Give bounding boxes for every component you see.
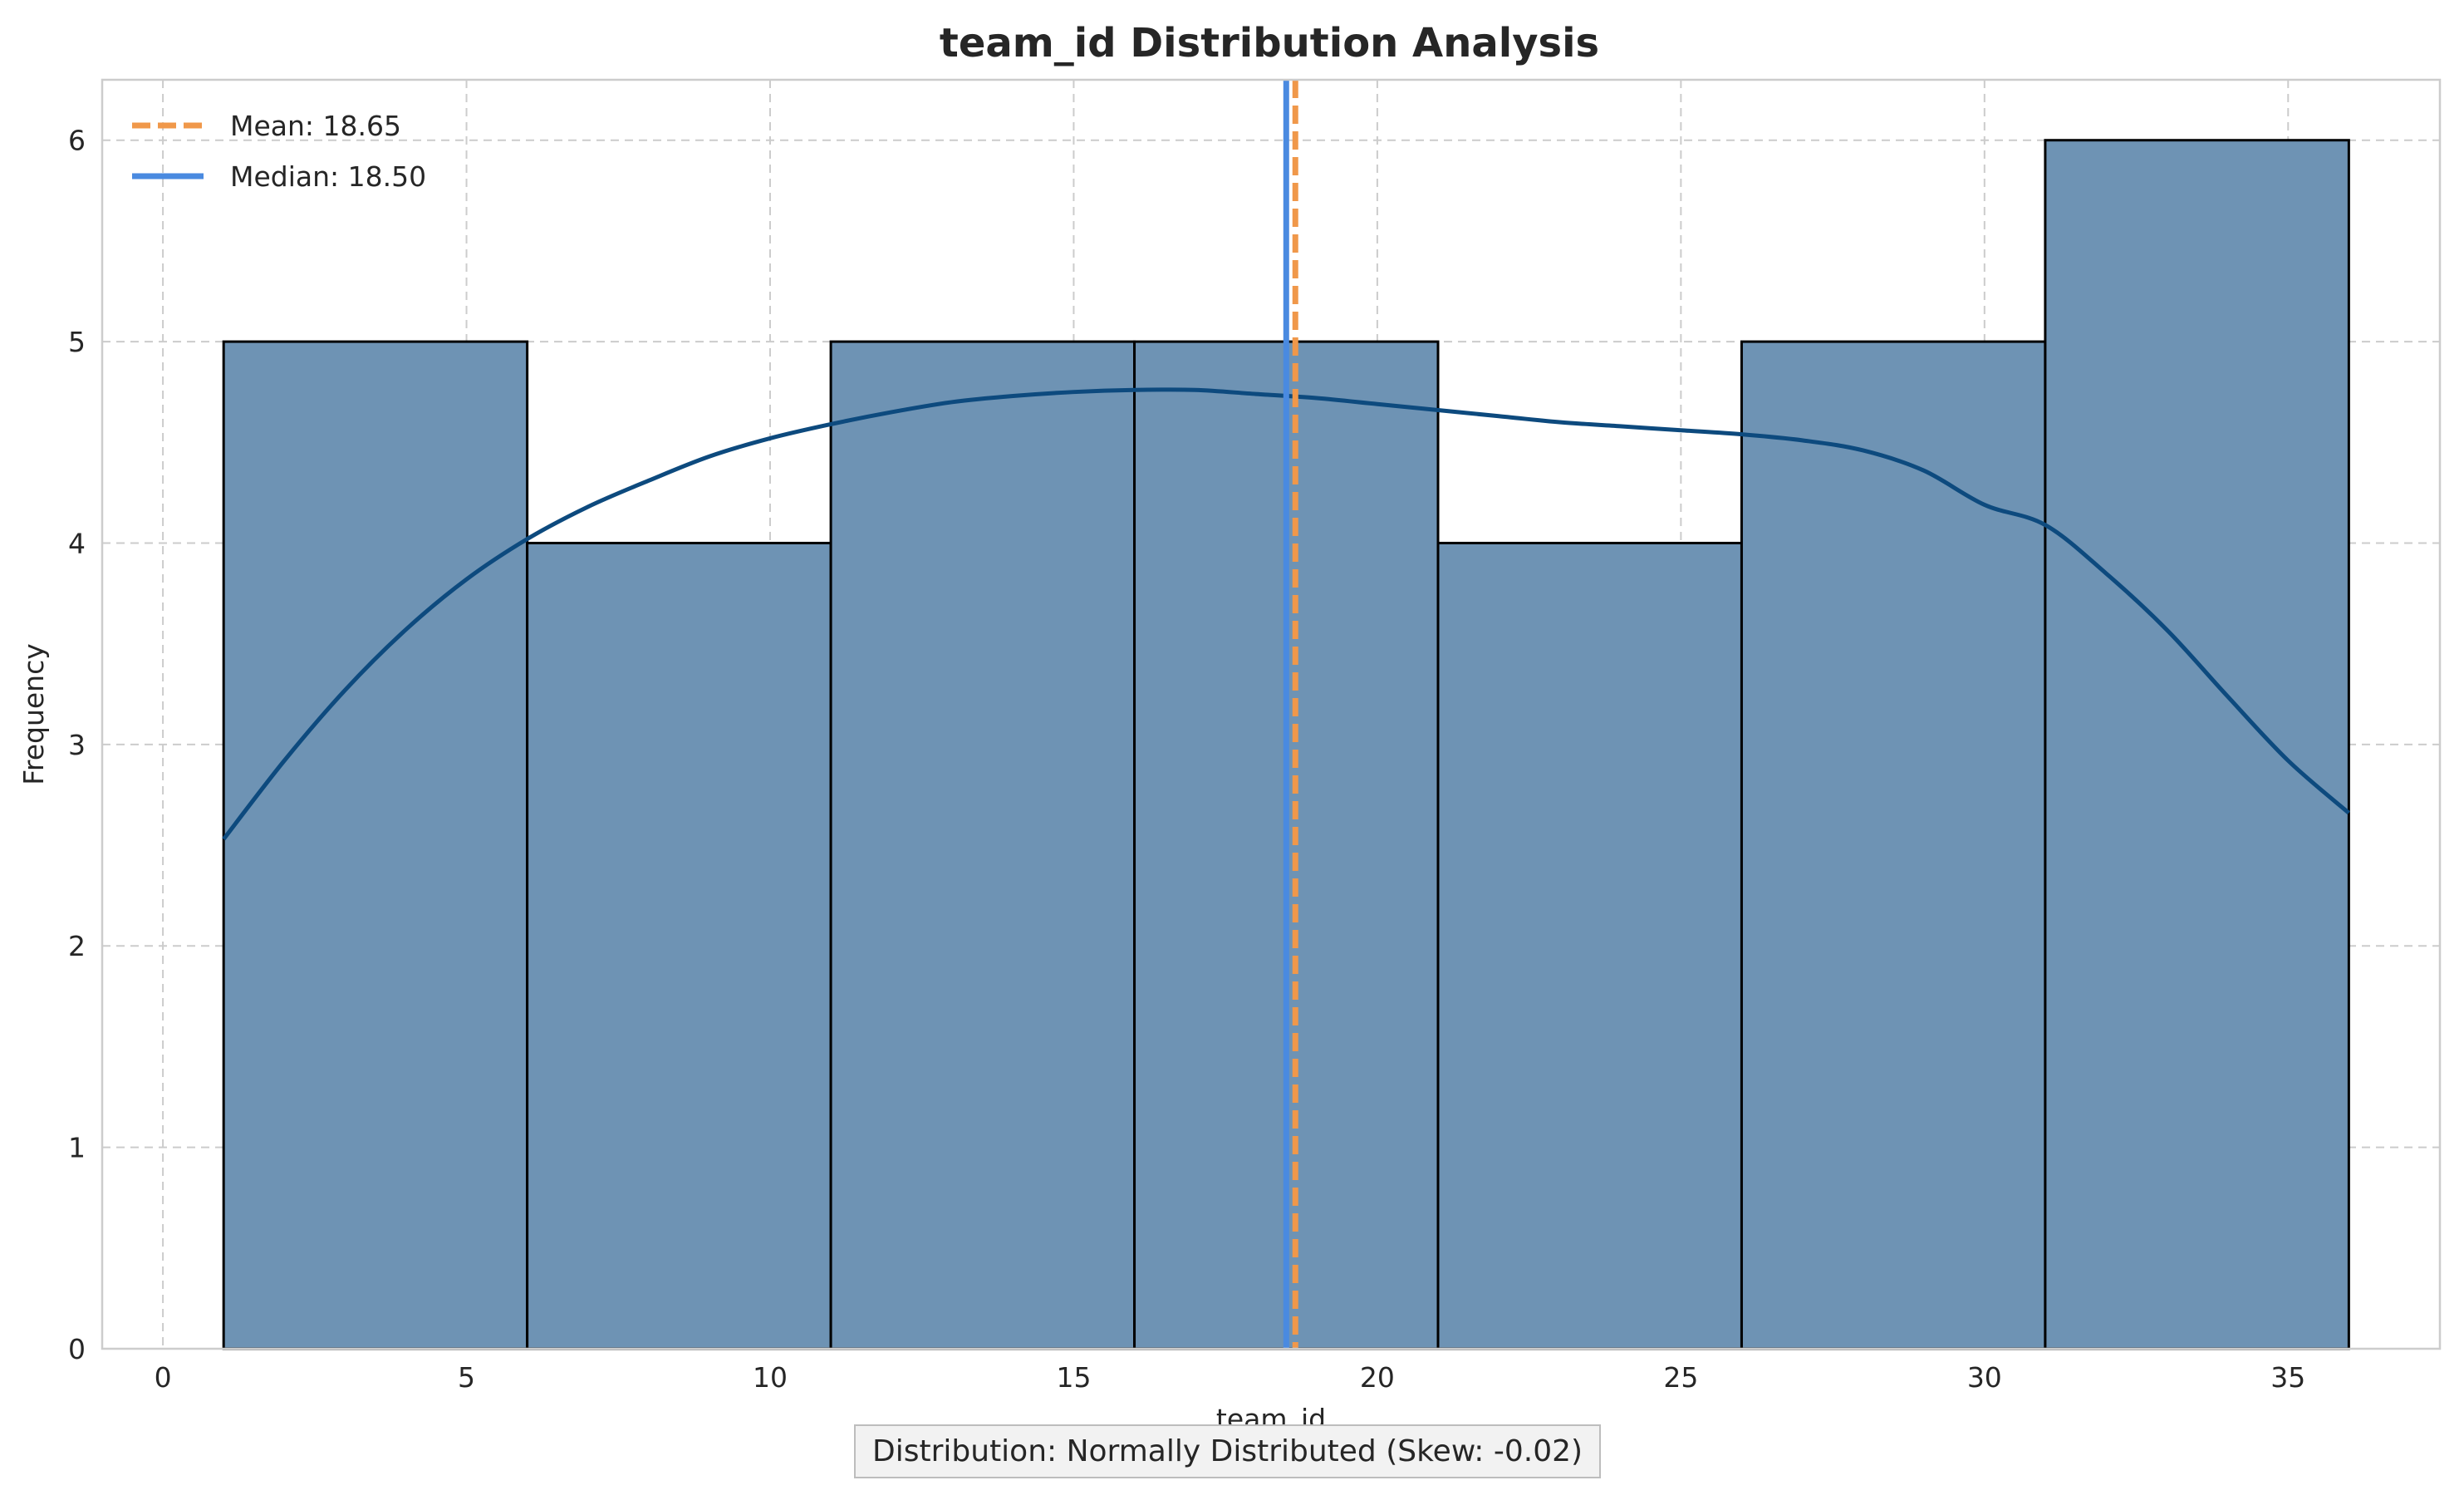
y-tick-label: 6 (68, 125, 86, 157)
histogram-bar (222, 340, 529, 1350)
y-tick-label: 3 (68, 729, 86, 761)
histogram-bar (1436, 541, 1743, 1350)
x-tick-label: 25 (1663, 1361, 1698, 1394)
y-tick-label: 5 (68, 326, 86, 358)
histogram-bar (1740, 340, 2047, 1350)
x-tick-label: 10 (753, 1361, 788, 1394)
y-axis-label: Frequency (17, 643, 50, 784)
x-tick-label: 0 (155, 1361, 172, 1394)
y-tick-label: 4 (68, 527, 86, 559)
histogram-bar (829, 340, 1136, 1350)
x-tick-label: 30 (1967, 1361, 2002, 1394)
y-tick-labels: 0 1 2 3 4 5 6 (68, 125, 86, 1365)
y-tick-label: 1 (68, 1132, 86, 1164)
histogram-bar (526, 541, 832, 1350)
plot-frame (101, 78, 2442, 1350)
x-tick-label: 15 (1056, 1361, 1091, 1394)
legend-label: Median: 18.50 (230, 160, 426, 193)
histogram-bars (222, 139, 2350, 1350)
histogram-bar (2044, 139, 2350, 1350)
y-tick-label: 0 (68, 1333, 86, 1365)
chart-title: team_id Distribution Analysis (940, 20, 1599, 66)
x-tick-label: 20 (1360, 1361, 1395, 1394)
x-tick-label: 35 (2270, 1361, 2305, 1394)
kde-curve-group (222, 387, 2350, 841)
y-tick-label: 2 (68, 930, 86, 962)
legend-label: Mean: 18.65 (230, 110, 401, 142)
legend: Mean: 18.65 Median: 18.50 (132, 110, 426, 193)
x-tick-labels: 0 5 10 15 20 25 30 35 (155, 1361, 2306, 1394)
distribution-note: Distribution: Normally Distributed (Skew… (854, 1424, 1602, 1478)
x-tick-label: 5 (458, 1361, 475, 1394)
stat-lines (1283, 80, 1298, 1349)
kde-curve (222, 387, 2350, 841)
